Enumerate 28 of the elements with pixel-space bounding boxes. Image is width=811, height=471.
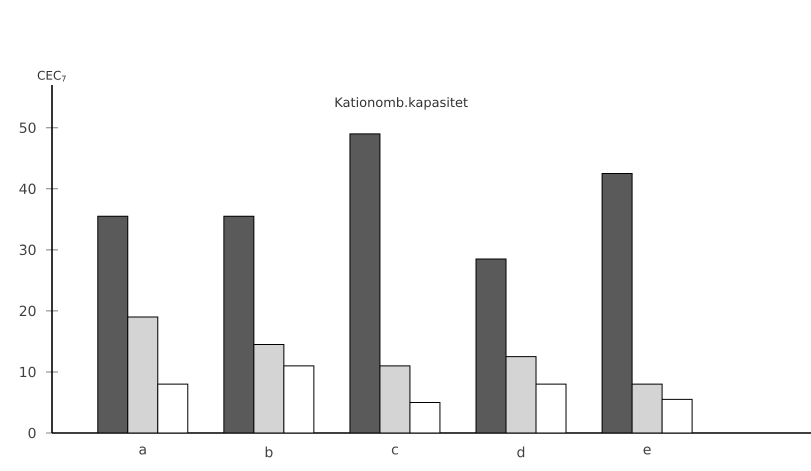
bar <box>223 216 254 433</box>
y-tick-label: 20 <box>20 306 36 316</box>
x-tick-label: b <box>266 446 273 458</box>
bar <box>662 398 693 433</box>
y-tick-label: 30 <box>20 244 36 256</box>
y-tick-label: 10 <box>20 366 36 378</box>
bar <box>253 344 284 433</box>
x-tick-label: a <box>139 446 146 455</box>
x-tick-label: e <box>644 446 651 455</box>
bar <box>97 216 128 433</box>
text: Kationomb.kapasitet <box>336 97 468 110</box>
y-tick-label: 50 <box>20 122 36 134</box>
bar <box>127 316 158 433</box>
bar <box>379 365 410 433</box>
bar <box>157 384 188 433</box>
x-tick-label: c <box>392 446 398 455</box>
x-tick-label: d <box>517 446 524 458</box>
bar <box>632 384 663 433</box>
y-tick-label: 0 <box>28 428 36 438</box>
bar <box>283 365 314 433</box>
y-tick-label: 40 <box>19 184 36 194</box>
y-axis-title: CEC$_{7}$ <box>38 70 66 82</box>
bar <box>349 133 380 433</box>
bar <box>409 402 440 433</box>
bar <box>506 356 537 433</box>
bar <box>602 173 633 433</box>
bar <box>536 384 567 433</box>
bar <box>476 258 507 433</box>
